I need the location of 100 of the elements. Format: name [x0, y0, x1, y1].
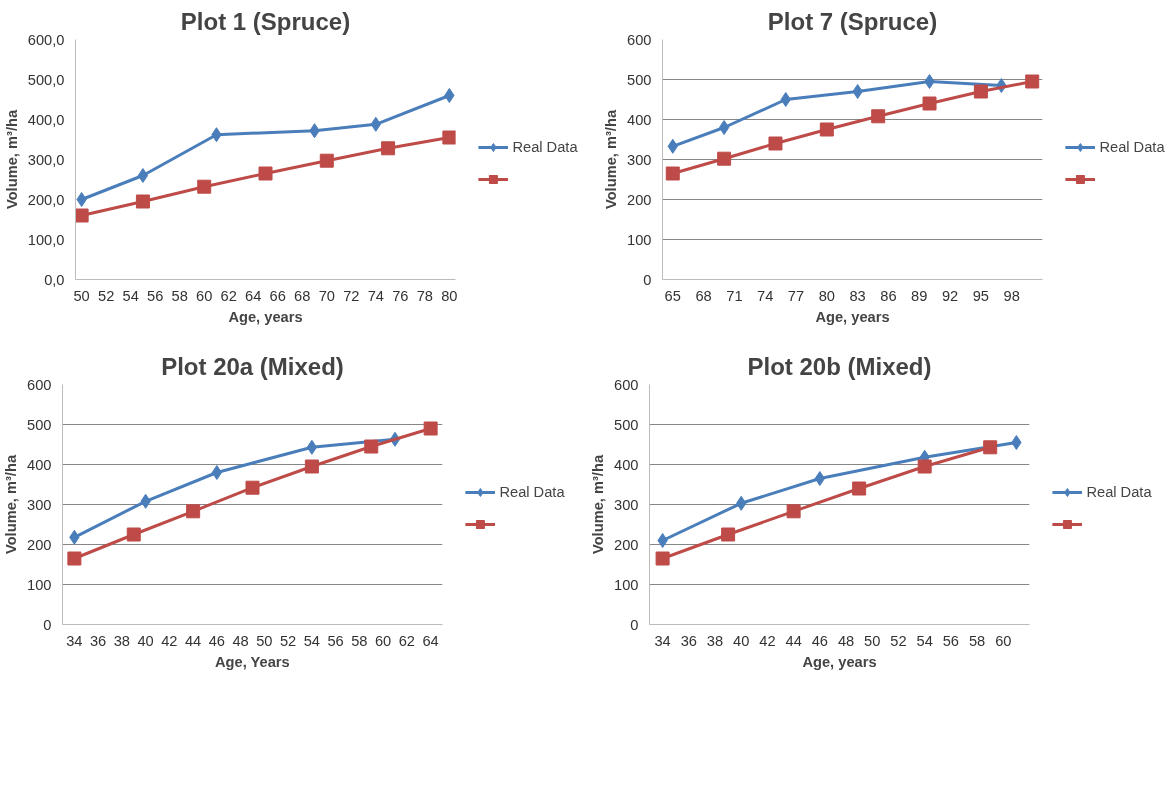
x-tick-label: 58	[351, 632, 368, 649]
point	[917, 459, 932, 474]
y-tick-label: 500	[27, 416, 52, 433]
x-tick-label: 58	[968, 632, 986, 649]
x-tick-label: 60	[995, 632, 1012, 649]
x-tick-label: 80	[441, 287, 458, 304]
point	[137, 168, 149, 183]
x-tick-label: 68	[695, 287, 712, 304]
point	[655, 551, 670, 566]
point	[657, 533, 668, 548]
x-tick-label: 89	[911, 287, 928, 304]
point	[819, 122, 834, 137]
point	[852, 84, 863, 99]
point	[924, 74, 935, 89]
point	[186, 504, 201, 519]
y-tick-label: 100,0	[27, 231, 65, 248]
point	[717, 151, 732, 166]
point	[442, 130, 456, 145]
y-tick-label: 400	[27, 456, 52, 473]
x-tick-label: 64	[245, 287, 262, 304]
x-tick-label: 48	[232, 632, 249, 649]
y-tick-label: 0	[43, 616, 52, 633]
x-axis-title: Age, years	[802, 653, 877, 670]
x-tick-label: 77	[787, 287, 805, 304]
x-tick-label: 38	[706, 632, 724, 649]
point	[126, 527, 141, 542]
legend-label: Real Data	[1086, 484, 1152, 500]
y-tick-label: 500	[614, 416, 639, 433]
y-axis-title: Volume, m³/ha	[3, 109, 20, 210]
x-tick-label: 56	[942, 632, 960, 649]
point	[306, 439, 318, 455]
x-tick-label: 80	[818, 287, 835, 304]
x-tick-label: 52	[97, 287, 115, 304]
y-tick-label: 300	[627, 151, 652, 168]
y-tick-label: 400	[614, 456, 639, 473]
chart-title: Plot 7 (Spruce)	[767, 7, 938, 35]
point	[983, 440, 998, 455]
point	[852, 481, 867, 496]
y-axis-title: Volume, m³/ha	[3, 454, 20, 555]
x-tick-label: 44	[184, 632, 202, 649]
y-tick-label: 300	[27, 496, 52, 513]
point	[922, 96, 937, 111]
point	[665, 166, 680, 181]
y-tick-label: 200	[614, 536, 639, 553]
y-tick-label: 0,0	[44, 271, 65, 288]
point	[786, 504, 801, 519]
x-tick-label: 52	[279, 632, 297, 649]
x-tick-label: 38	[113, 632, 131, 649]
x-tick-label: 54	[122, 287, 139, 304]
point	[814, 471, 826, 486]
point	[768, 136, 783, 151]
point	[319, 153, 334, 168]
x-axis-title: Age, Years	[215, 653, 290, 670]
point	[381, 141, 396, 156]
y-tick-label: 100	[614, 576, 639, 593]
x-tick-label: 34	[654, 632, 671, 649]
y-tick-label: 600,0	[27, 31, 65, 48]
y-tick-label: 400,0	[27, 111, 65, 128]
y-tick-label: 600	[627, 31, 652, 48]
x-tick-label: 42	[161, 632, 178, 649]
chart-title: Plot 20b (Mixed)	[747, 352, 932, 380]
x-tick-label: 95	[972, 287, 990, 304]
point	[197, 179, 212, 194]
x-tick-label: 92	[941, 287, 959, 304]
x-tick-label: 83	[849, 287, 866, 304]
x-tick-label: 56	[327, 632, 344, 649]
point	[718, 120, 730, 135]
x-tick-label: 54	[303, 632, 321, 649]
y-tick-label: 0	[630, 616, 639, 633]
x-tick-label: 70	[318, 287, 335, 304]
x-tick-label: 50	[256, 632, 273, 649]
y-tick-label: 500,0	[27, 71, 65, 88]
x-tick-label: 64	[422, 632, 439, 649]
point	[721, 527, 736, 542]
y-axis-title: Volume, m³/ha	[590, 454, 607, 555]
x-tick-label: 40	[137, 632, 154, 649]
point	[364, 439, 379, 454]
x-tick-label: 86	[880, 287, 897, 304]
y-tick-label: 300	[614, 496, 639, 513]
x-tick-label: 74	[757, 287, 774, 304]
point	[871, 109, 886, 124]
y-tick-label: 100	[27, 576, 52, 593]
point	[1025, 74, 1040, 89]
x-tick-label: 72	[343, 287, 360, 304]
point	[423, 421, 438, 436]
y-tick-label: 0	[643, 271, 652, 288]
point	[76, 192, 87, 207]
x-tick-label: 36	[680, 632, 697, 649]
x-tick-label: 98	[1003, 287, 1020, 304]
point	[75, 208, 89, 223]
x-tick-label: 54	[916, 632, 933, 649]
y-axis-title: Volume, m³/ha	[603, 109, 620, 210]
x-tick-label: 60	[196, 287, 213, 304]
x-tick-label: 52	[890, 632, 907, 649]
y-tick-label: 400	[627, 111, 652, 128]
x-tick-label: 76	[392, 287, 409, 304]
x-tick-label: 44	[785, 632, 802, 649]
x-tick-label: 78	[416, 287, 434, 304]
x-axis-title: Age, years	[815, 308, 890, 325]
x-tick-label: 65	[664, 287, 681, 304]
